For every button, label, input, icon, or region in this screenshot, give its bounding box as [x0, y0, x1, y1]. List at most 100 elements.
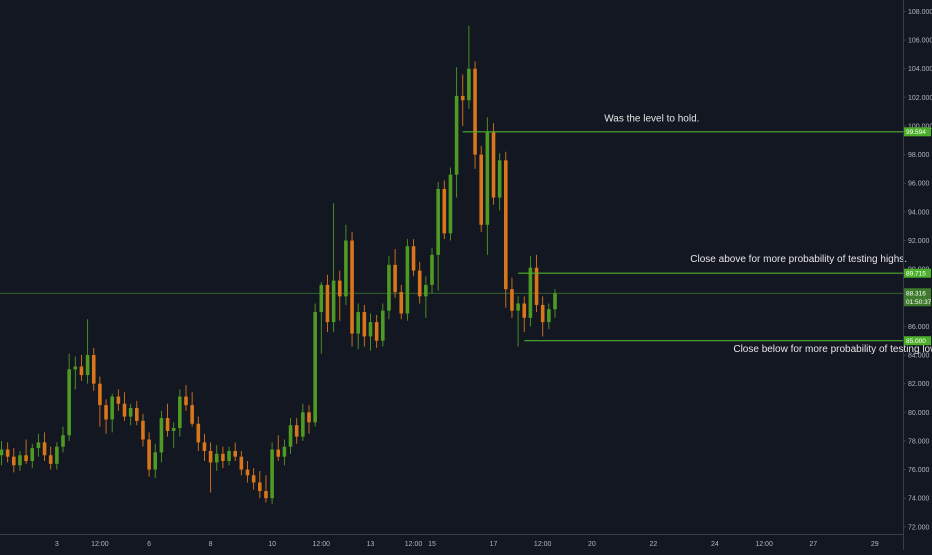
candle-body-up: [110, 396, 114, 420]
x-tick-label: 13: [367, 541, 375, 548]
annotation-text: Close below for more probability of test…: [733, 344, 932, 355]
candle-body-down: [135, 408, 139, 421]
x-tick-label: 20: [588, 541, 596, 548]
y-tick-label: 76.000: [908, 467, 930, 474]
candle-body-up: [454, 95, 459, 175]
candle-body-up: [553, 293, 557, 310]
y-tick-label: 92.000: [908, 238, 930, 245]
candle-body-up: [178, 396, 182, 429]
candle-body-down: [362, 312, 367, 337]
candle-body-up: [313, 312, 317, 423]
x-tick-label: 12:00: [534, 541, 552, 548]
candle-body-down: [147, 439, 151, 470]
y-tick-label: 80.000: [908, 410, 930, 417]
candle-body-down: [208, 450, 213, 463]
candle-body-up: [485, 131, 490, 225]
level-price-tag: [904, 127, 931, 137]
candle-body-down: [411, 246, 416, 271]
candle-body-down: [24, 455, 28, 461]
candle-body-up: [159, 418, 164, 453]
candle-body-down: [239, 456, 244, 470]
level-price-tag: [904, 336, 931, 346]
candle-body-up: [85, 355, 90, 376]
horizontal-levels[interactable]: [462, 131, 903, 342]
x-tick-label: 29: [871, 541, 879, 548]
candle-body-down: [141, 420, 145, 440]
y-tick-label: 72.000: [908, 524, 930, 531]
candle-body-down: [350, 240, 354, 334]
x-tick-label: 6: [147, 541, 151, 548]
candle-body-down: [534, 267, 539, 305]
candle-body-down: [221, 453, 225, 461]
candle-body-up: [61, 435, 65, 447]
x-tick-label: 24: [711, 541, 719, 548]
candle-body-up: [288, 425, 293, 447]
candle-body-down: [264, 491, 268, 499]
last-price-tag: [904, 288, 931, 307]
candle-body-down: [202, 442, 207, 451]
candle-body-down: [184, 396, 188, 406]
x-tick-label: 8: [209, 541, 213, 548]
candle-body-up: [55, 446, 59, 464]
candle-body-up: [331, 280, 336, 323]
candle-body-up: [270, 449, 274, 499]
x-tick-label: 27: [809, 541, 817, 548]
candle-body-down: [510, 289, 514, 311]
x-tick-label: 12:00: [405, 541, 423, 548]
candles: [0, 25, 557, 504]
annotations: Was the level to hold. Close above for mo…: [604, 114, 932, 355]
y-tick-label: 108.000: [908, 9, 932, 16]
candle-body-up: [448, 174, 453, 234]
x-tick-label: 17: [490, 541, 498, 548]
candle-body-down: [91, 355, 96, 384]
candle-body-down: [104, 405, 108, 420]
candle-body-down: [116, 396, 121, 404]
candle-body-up: [344, 240, 348, 297]
candle-body-up: [528, 267, 533, 318]
candle-body-up: [153, 452, 158, 470]
candle-body-down: [460, 95, 465, 101]
candle-body-down: [258, 482, 262, 492]
candle-body-up: [214, 453, 219, 463]
x-tick-label: 15: [428, 541, 436, 548]
candle-body-down: [196, 423, 201, 443]
level-price-tag-text: 89.715: [906, 271, 926, 278]
annotation-text: Close above for more probability of test…: [690, 254, 907, 265]
candle-body-up: [368, 322, 373, 337]
candle-body-down: [337, 280, 342, 297]
last-price-value: 88.316: [906, 290, 926, 297]
candle-body-up: [387, 264, 391, 311]
candle-body-down: [165, 418, 170, 431]
candle-body-down: [491, 131, 496, 198]
candle-body-down: [374, 322, 379, 341]
y-tick-label: 96.000: [908, 181, 930, 188]
level-price-tag: [904, 268, 931, 278]
x-tick-label: 22: [650, 541, 658, 548]
candle-body-down: [245, 469, 250, 476]
y-tick-label: 86.000: [908, 324, 930, 331]
candle-body-down: [504, 160, 508, 290]
annotation-text: Was the level to hold.: [604, 114, 699, 125]
candle-body-up: [547, 309, 551, 323]
candle-body-up: [0, 449, 4, 456]
candle-body-down: [233, 450, 237, 457]
candle-body-down: [479, 154, 483, 225]
candle-body-up: [319, 284, 324, 313]
candle-body-up: [128, 408, 133, 417]
candle-body-down: [5, 449, 10, 457]
candle-body-down: [522, 303, 527, 318]
x-tick-label: 12:00: [313, 541, 331, 548]
candle-body-down: [325, 284, 330, 323]
candle-body-down: [190, 405, 194, 424]
candle-body-down: [417, 270, 422, 297]
candle-body-up: [18, 455, 22, 466]
x-tick-label: 10: [268, 541, 276, 548]
level-price-tag-text: 99.594: [906, 129, 926, 136]
candle-body-up: [467, 68, 471, 101]
candle-body-up: [171, 428, 176, 431]
y-tick-label: 82.000: [908, 381, 930, 388]
